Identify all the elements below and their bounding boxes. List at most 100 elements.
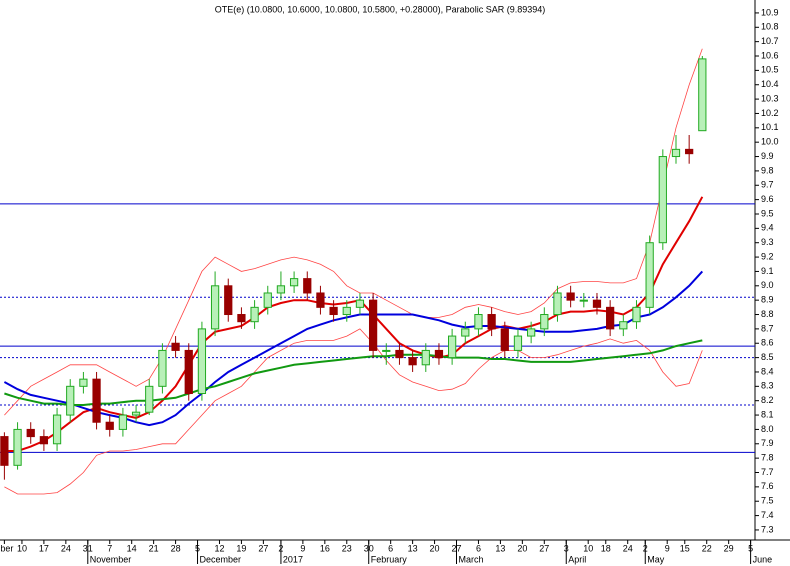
candle-body bbox=[13, 428, 22, 466]
candle-body bbox=[263, 292, 272, 308]
y-tick-label: 9.3 bbox=[761, 237, 774, 247]
month-label: June bbox=[753, 554, 773, 564]
x-tick-label: 22 bbox=[702, 543, 712, 553]
y-tick-label: 10.2 bbox=[761, 108, 779, 118]
x-tick-label: 27 bbox=[539, 543, 549, 553]
candle-body bbox=[368, 299, 378, 351]
y-tick-label: 9.9 bbox=[761, 151, 774, 161]
candle-body bbox=[289, 278, 299, 287]
y-tick-label: 8.8 bbox=[761, 309, 774, 319]
y-tick-label: 8.7 bbox=[761, 323, 774, 333]
x-tick-label: 12 bbox=[214, 543, 224, 553]
y-tick-label: 10.8 bbox=[761, 22, 779, 32]
month-label: December bbox=[200, 554, 242, 564]
candle-body bbox=[632, 306, 641, 323]
y-tick-label: 10.5 bbox=[761, 65, 779, 75]
candle-body bbox=[566, 292, 575, 301]
candle-body bbox=[671, 148, 681, 158]
x-tick-label: 18 bbox=[601, 543, 611, 553]
x-tick-label: 27 bbox=[258, 543, 268, 553]
x-tick-label: 6 bbox=[388, 543, 393, 553]
month-label: April bbox=[568, 554, 586, 564]
candle-body bbox=[698, 58, 707, 132]
candle-body bbox=[224, 285, 233, 316]
y-tick-label: 10.9 bbox=[761, 7, 779, 17]
y-tick-label: 8.5 bbox=[761, 352, 774, 362]
candle-body bbox=[66, 385, 75, 416]
y-tick-label: 7.8 bbox=[761, 453, 774, 463]
chart-title: OTE(e) (10.0800, 10.6000, 10.0800, 10.58… bbox=[215, 4, 545, 14]
candle-body bbox=[579, 299, 588, 302]
candle-body bbox=[92, 378, 101, 423]
x-tick-label: 19 bbox=[236, 543, 246, 553]
candle-body bbox=[448, 335, 457, 359]
x-tick-label: 10 bbox=[17, 543, 27, 553]
x-tick-label: 6 bbox=[476, 543, 481, 553]
candle-body bbox=[434, 349, 444, 359]
month-label: March bbox=[459, 554, 484, 564]
y-tick-label: 10.3 bbox=[761, 93, 779, 103]
candle-body bbox=[171, 342, 180, 351]
candle-body bbox=[685, 148, 694, 155]
overlay-line bbox=[4, 339, 703, 406]
y-tick-label: 7.4 bbox=[761, 510, 774, 520]
month-label: 2017 bbox=[283, 554, 303, 564]
x-tick-label: 24 bbox=[623, 543, 633, 553]
x-tick-label: 15 bbox=[680, 543, 690, 553]
y-tick-label: 8.4 bbox=[761, 366, 774, 376]
x-tick-label: 17 bbox=[39, 543, 49, 553]
x-tick-label: 13 bbox=[495, 543, 505, 553]
x-tick-label: 21 bbox=[149, 543, 159, 553]
y-tick-label: 10.0 bbox=[761, 137, 779, 147]
x-tick-label: 20 bbox=[517, 543, 527, 553]
candle-body bbox=[513, 335, 523, 351]
candle-body bbox=[276, 285, 286, 294]
y-tick-label: 9.6 bbox=[761, 194, 774, 204]
candle-body bbox=[0, 436, 9, 466]
y-tick-label: 10.4 bbox=[761, 79, 779, 89]
candle-body bbox=[210, 285, 220, 330]
y-tick-label: 7.6 bbox=[761, 481, 774, 491]
candle-body bbox=[303, 278, 312, 294]
x-tick-label: 7 bbox=[107, 543, 112, 553]
overlay-line bbox=[4, 48, 703, 416]
x-tick-label: 29 bbox=[724, 543, 734, 553]
candle-body bbox=[79, 378, 88, 387]
candle-body bbox=[237, 314, 246, 323]
month-label: May bbox=[647, 554, 665, 564]
candle-body bbox=[250, 306, 259, 323]
candle-body bbox=[500, 328, 509, 351]
y-tick-label: 10.1 bbox=[761, 122, 779, 132]
y-tick-label: 8.6 bbox=[761, 338, 774, 348]
y-tick-label: 7.9 bbox=[761, 438, 774, 448]
candle-body bbox=[131, 411, 141, 416]
x-tick-label: 20 bbox=[430, 543, 440, 553]
candle-body bbox=[658, 156, 667, 244]
x-tick-label: 28 bbox=[171, 543, 181, 553]
x-tick-label: 10 bbox=[583, 543, 593, 553]
candle-body bbox=[606, 306, 615, 330]
candle-body bbox=[145, 385, 154, 413]
y-tick-label: 9.1 bbox=[761, 266, 774, 276]
x-tick-label: 24 bbox=[61, 543, 71, 553]
x-tick-label: 13 bbox=[408, 543, 418, 553]
candle-body bbox=[395, 349, 404, 359]
candle-body bbox=[118, 414, 128, 430]
y-tick-label: 7.5 bbox=[761, 496, 774, 506]
x-tick-label: 9 bbox=[300, 543, 305, 553]
y-tick-label: 9.0 bbox=[761, 280, 774, 290]
candle-body bbox=[184, 349, 193, 395]
y-tick-label: 8.1 bbox=[761, 409, 774, 419]
month-label: November bbox=[90, 554, 132, 564]
candle-body bbox=[474, 314, 483, 330]
candle-body bbox=[26, 428, 35, 438]
candle-body bbox=[355, 299, 365, 308]
candle-body bbox=[540, 314, 549, 330]
x-tick-label: 9 bbox=[665, 543, 670, 553]
candle-body bbox=[553, 292, 562, 316]
candle-body bbox=[461, 328, 470, 337]
y-tick-label: 7.7 bbox=[761, 467, 774, 477]
candle-body bbox=[592, 299, 602, 308]
candle-body bbox=[421, 349, 430, 366]
y-tick-label: 8.3 bbox=[761, 381, 774, 391]
